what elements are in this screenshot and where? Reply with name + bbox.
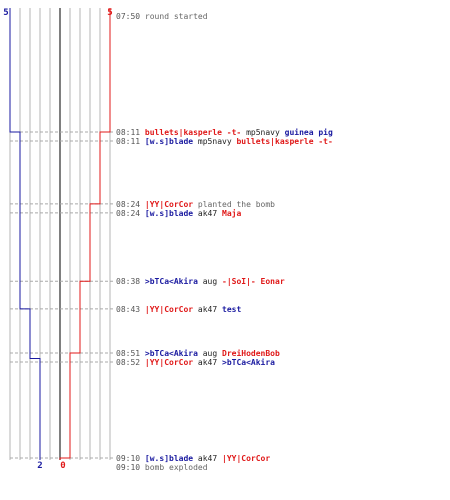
event-row: 08:11 bullets|kasperle -t- mp5navy guine… [116,128,333,138]
event-text: bomb exploded [144,463,208,472]
event-time: 08:43 [116,304,141,314]
graph-grid [9,8,111,460]
killer-name: [w.s]blade [144,454,194,463]
event-time: 08:38 [116,277,141,287]
weapon-name: ak47 [197,208,218,218]
killer-name: [w.s]blade [144,208,194,218]
player-name: |YY|CorCor [144,199,194,209]
event-row: 08:38 >bTCa<Akira aug -|SoI|- Eonar [116,277,285,287]
event-row: 08:43 |YY|CorCor ak47 test [116,305,241,315]
event-text: round started [144,12,208,21]
killer-name: |YY|CorCor [144,358,194,368]
killer-name: >bTCa<Akira [144,277,198,287]
event-row: 08:24 [w.s]blade ak47 Maja [116,209,241,219]
event-time: 07:50 [116,12,141,21]
weapon-name: aug [202,277,218,287]
team-lines [9,8,111,460]
victim-name: bullets|kasperle -t- [236,137,333,147]
red-end-count: 0 [60,461,65,471]
event-time: 08:24 [116,208,141,218]
weapon-name: aug [202,349,218,359]
weapon-name: ak47 [197,358,218,368]
event-row: 08:51 >bTCa<Akira aug DreiHodenBob [116,349,280,359]
event-time: 08:52 [116,358,141,368]
victim-name: |YY|CorCor [222,454,271,463]
red-team-alive-line [59,8,111,460]
red-start-count: 5 [107,8,112,18]
event-time: 09:10 [116,454,141,463]
event-time: 08:24 [116,199,141,209]
victim-name: DreiHodenBob [222,349,280,359]
weapon-name: mp5navy [197,137,232,147]
event-row: 07:50 round started [116,12,208,22]
killer-name: >bTCa<Akira [144,349,198,359]
event-text: planted the bomb [197,199,275,209]
victim-name: guinea pig [284,128,333,138]
killer-name: bullets|kasperle -t- [144,128,242,138]
event-row: 08:24 |YY|CorCor planted the bomb [116,200,275,210]
blue-team-alive-line [9,8,41,460]
event-row: 09:10 [w.s]blade ak47 |YY|CorCor [116,454,270,464]
event-guides [10,131,114,459]
event-row: 08:11 [w.s]blade mp5navy bullets|kasperl… [116,137,333,147]
victim-name: Maja [222,208,242,218]
killer-name: [w.s]blade [144,137,194,147]
weapon-name: ak47 [197,454,218,463]
event-row: 09:10 bomb exploded [116,463,208,473]
weapon-name: mp5navy [246,128,280,138]
event-time: 08:11 [116,137,141,147]
victim-name: -|SoI|- Eonar [222,277,285,287]
event-time: 08:11 [116,128,141,138]
blue-start-count: 5 [3,8,8,18]
victim-name: >bTCa<Akira [222,358,275,368]
event-time: 08:51 [116,349,141,359]
victim-name: test [222,304,242,314]
killer-name: |YY|CorCor [144,304,194,314]
event-time: 09:10 [116,463,141,472]
blue-end-count: 2 [37,461,42,471]
weapon-name: ak47 [197,304,218,314]
event-row: 08:52 |YY|CorCor ak47 >bTCa<Akira [116,358,275,368]
